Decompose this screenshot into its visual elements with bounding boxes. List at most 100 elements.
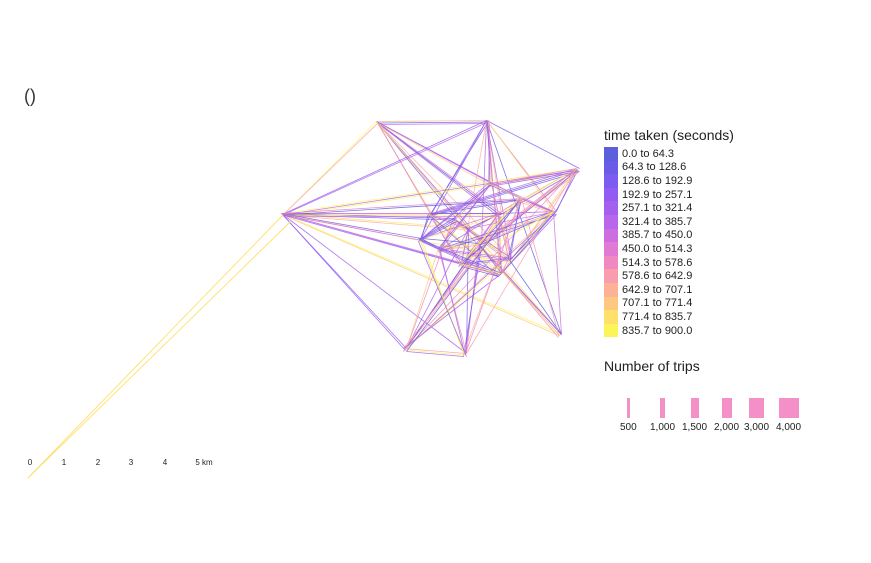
flow-lines xyxy=(27,120,580,479)
legend-bin-label: 192.9 to 257.1 xyxy=(622,188,693,201)
legend-swatch xyxy=(604,201,618,215)
legend-swatch xyxy=(604,228,618,243)
scale-bar-tick: 2 xyxy=(95,458,101,467)
legend-bin-label: 835.7 to 900.0 xyxy=(622,324,693,337)
flow-line xyxy=(406,211,554,349)
flow-line xyxy=(441,213,499,249)
legend-bin-label: 578.6 to 642.9 xyxy=(622,270,693,283)
size-legend-bar xyxy=(778,398,799,418)
flow-line xyxy=(486,120,562,335)
flow-line xyxy=(481,211,554,244)
legend-bin-label: 64.3 to 128.6 xyxy=(622,161,687,174)
flow-line xyxy=(521,198,554,212)
legend-bin: 257.1 to 321.4 xyxy=(604,201,734,215)
legend-swatch xyxy=(604,296,618,311)
flow-line xyxy=(282,199,521,216)
size-legend-item: 500 xyxy=(620,398,637,433)
legend-bin: 514.3 to 578.6 xyxy=(604,255,734,270)
size-legend-label: 3,000 xyxy=(744,422,770,433)
legend-swatch xyxy=(604,174,618,188)
flow-line xyxy=(281,213,422,239)
legend-bin: 707.1 to 771.4 xyxy=(604,296,734,311)
flow-line xyxy=(468,228,512,259)
flow-line xyxy=(461,266,499,277)
legend-bin: 835.7 to 900.0 xyxy=(604,323,734,338)
flow-line xyxy=(421,183,489,239)
flow-line xyxy=(27,214,284,479)
flow-line xyxy=(421,238,479,244)
flow-line xyxy=(403,348,467,354)
flow-line xyxy=(377,122,491,186)
flow-line xyxy=(461,228,469,264)
flow-line xyxy=(284,168,577,214)
size-legend-bar xyxy=(690,398,699,418)
size-legend-item: 2,000 xyxy=(714,398,739,433)
legend-bin-label: 707.1 to 771.4 xyxy=(622,297,693,310)
flow-line xyxy=(521,198,559,335)
flow-line xyxy=(499,169,579,276)
legend-bin: 578.6 to 642.9 xyxy=(604,269,734,283)
color-legend: time taken (seconds) 0.0 to 64.3 64.3 to … xyxy=(604,127,734,338)
flow-line xyxy=(421,213,499,239)
legend-bin: 192.9 to 257.1 xyxy=(604,187,734,202)
size-legend-bar xyxy=(626,398,630,418)
flow-line xyxy=(421,218,454,239)
flow-line xyxy=(458,263,502,274)
flow-line xyxy=(282,122,379,216)
flow-line xyxy=(404,212,556,351)
flow-line xyxy=(419,184,491,241)
size-legend-item: 3,000 xyxy=(744,398,769,433)
size-legend-label: 2,000 xyxy=(714,422,740,433)
size-legend-items: 500 1,000 1,500 2,000 3,000 4,000 xyxy=(604,378,804,433)
flow-line xyxy=(554,169,579,214)
flow-line xyxy=(501,258,509,274)
legend-bin: 450.0 to 514.3 xyxy=(604,242,734,256)
flow-line xyxy=(379,123,487,125)
flow-line xyxy=(419,214,431,241)
flow-line xyxy=(466,228,469,354)
flow-line xyxy=(284,120,487,214)
legend-bin-label: 642.9 to 707.1 xyxy=(622,283,693,296)
legend-bin-label: 0.0 to 64.3 xyxy=(622,147,674,160)
flow-line xyxy=(438,243,482,249)
flow-line xyxy=(282,121,489,216)
flow-line xyxy=(518,201,557,215)
size-legend-label: 500 xyxy=(620,422,637,433)
flow-line xyxy=(429,169,579,216)
flow-line xyxy=(479,212,556,246)
flow-line xyxy=(428,213,462,264)
flow-line xyxy=(491,183,554,212)
flow-line xyxy=(454,184,491,221)
flow-line xyxy=(281,213,467,354)
flow-line xyxy=(281,213,472,229)
legend-bin-label: 771.4 to 835.7 xyxy=(622,310,693,323)
flow-line xyxy=(282,214,406,351)
flow-line xyxy=(488,171,580,187)
flow-line xyxy=(406,228,469,349)
flow-line xyxy=(439,244,481,251)
flow-line xyxy=(508,258,562,335)
flow-line xyxy=(439,249,466,356)
flow-line xyxy=(429,199,521,216)
legend-bin-label: 321.4 to 385.7 xyxy=(622,215,693,228)
scale-bar-tick: 0 xyxy=(27,458,33,467)
flow-line xyxy=(463,246,482,357)
flow-line xyxy=(376,120,490,122)
color-legend-bins: 0.0 to 64.3 64.3 to 128.6 128.6 to 192.9 19… xyxy=(604,147,734,338)
size-legend-bar xyxy=(749,398,765,418)
legend-bin-label: 450.0 to 514.3 xyxy=(622,242,693,255)
size-legend-bar xyxy=(721,398,732,418)
legend-swatch xyxy=(604,310,618,324)
color-legend-title: time taken (seconds) xyxy=(604,127,734,143)
flow-line xyxy=(498,198,522,214)
flow-line xyxy=(491,168,577,184)
flow-line xyxy=(461,198,519,264)
flow-line xyxy=(459,259,511,266)
scale-bar-tick: 5 km xyxy=(195,458,213,467)
flow-line xyxy=(404,349,466,356)
legend-swatch xyxy=(604,160,618,175)
flow-line xyxy=(438,221,457,252)
flow-line xyxy=(377,121,489,124)
flow-line xyxy=(418,238,502,274)
